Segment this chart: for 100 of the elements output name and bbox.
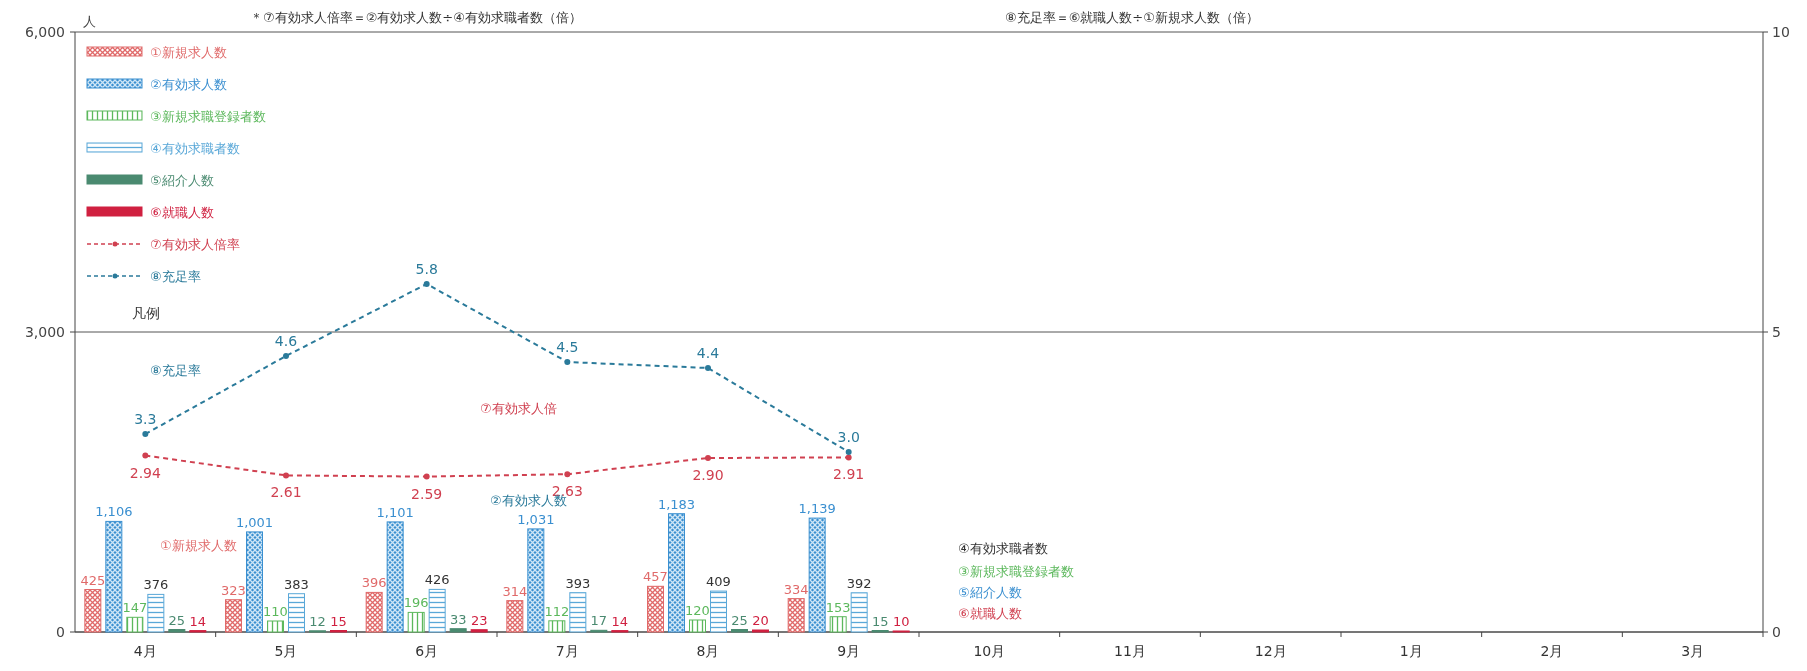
data-label: 457 xyxy=(643,569,668,585)
bar xyxy=(470,629,488,633)
bar xyxy=(365,591,383,633)
y2-tick-label: 0 xyxy=(1772,624,1781,640)
legend-label: ⑤紹介人数 xyxy=(150,173,214,188)
bar xyxy=(84,589,102,633)
data-label: 4.6 xyxy=(274,333,298,349)
point xyxy=(564,471,571,478)
x-tick-label: 12月 xyxy=(1254,643,1287,659)
annotation: ⑤紹介人数 xyxy=(958,585,1022,600)
y2-tick-label: 5 xyxy=(1772,324,1781,340)
text: ⑧充足率＝⑥就職人数÷①新規求人数（倍） xyxy=(1005,10,1259,25)
y-tick-label: 0 xyxy=(56,624,65,640)
data-label: 1,183 xyxy=(657,496,696,512)
y-axis-title: 人 xyxy=(83,14,96,29)
point xyxy=(142,431,149,437)
x-tick-label: 5月 xyxy=(274,643,298,659)
point xyxy=(845,449,852,455)
data-label: 1,001 xyxy=(235,514,274,530)
bar xyxy=(449,628,467,633)
point xyxy=(564,359,571,365)
data-label: 25 xyxy=(168,612,186,628)
bar xyxy=(689,619,706,633)
data-label: 1,106 xyxy=(95,504,133,520)
point xyxy=(845,454,852,461)
point xyxy=(423,281,430,287)
data-label: 33 xyxy=(449,611,467,627)
data-label: 15 xyxy=(330,613,347,629)
data-label: 25 xyxy=(731,612,748,628)
data-label: 20 xyxy=(752,613,769,628)
x-tick-label: 3月 xyxy=(1681,643,1705,659)
data-label: 1,031 xyxy=(517,511,555,527)
data-label: 5.8 xyxy=(415,261,438,277)
data-label: 376 xyxy=(143,577,169,593)
data-label: 383 xyxy=(284,576,309,592)
x-tick-label: 7月 xyxy=(555,643,579,659)
x-tick-label: 1月 xyxy=(1399,643,1423,659)
data-label: 14 xyxy=(189,613,207,629)
point xyxy=(283,353,289,359)
data-label: 314 xyxy=(502,583,528,599)
bar xyxy=(710,590,727,633)
data-label: 12 xyxy=(309,613,326,629)
point xyxy=(142,452,149,459)
point xyxy=(705,365,711,371)
data-label: 196 xyxy=(403,595,429,611)
legend-label: ①新規求人数 xyxy=(150,45,227,60)
legend-label: ⑥就職人数 xyxy=(150,205,214,220)
data-label: 2.59 xyxy=(411,485,443,502)
data-label: 3.0 xyxy=(837,429,860,445)
data-label: 1,139 xyxy=(798,501,836,517)
data-label: 334 xyxy=(783,581,809,597)
data-label: 426 xyxy=(424,572,450,588)
legend-label: ④有効求職者数 xyxy=(150,141,240,156)
annotation: ⑥就職人数 xyxy=(958,606,1022,621)
bar xyxy=(829,616,847,633)
bar xyxy=(752,629,769,633)
x-tick-label: 10月 xyxy=(973,643,1006,659)
data-label: 110 xyxy=(263,604,288,619)
bar xyxy=(647,585,664,633)
bar xyxy=(668,513,685,633)
annotation: ⑧充足率 xyxy=(150,363,201,378)
data-label: 396 xyxy=(361,575,387,591)
annotation: ③新規求職登録者数 xyxy=(958,564,1074,579)
x-tick-label: 4月 xyxy=(133,643,157,659)
bar xyxy=(850,592,868,633)
data-label: 425 xyxy=(80,572,106,588)
text: ＊⑦有効求人倍率＝②有効求人数÷④有効求職者数（倍） xyxy=(250,10,582,25)
legend-label: ③新規求職登録者数 xyxy=(150,109,266,124)
y-tick-label: 6,000 xyxy=(24,24,65,40)
data-label: 112 xyxy=(544,603,570,619)
data-label: 2.90 xyxy=(692,467,724,483)
bar xyxy=(548,620,566,633)
data-label: 323 xyxy=(221,582,246,598)
bar xyxy=(288,593,305,633)
legend-label: ⑧充足率 xyxy=(150,269,201,284)
legend-label: ②有効求人数 xyxy=(150,77,227,92)
bar xyxy=(787,598,805,633)
x-tick-label: 8月 xyxy=(696,643,720,659)
bar xyxy=(386,521,404,633)
data-label: 2.94 xyxy=(129,464,162,481)
data-label: 1,101 xyxy=(376,504,414,520)
data-label: 409 xyxy=(706,574,731,590)
x-tick-label: 6月 xyxy=(415,643,439,659)
point xyxy=(423,473,430,480)
data-label: 3.3 xyxy=(134,411,157,427)
data-label: 23 xyxy=(470,612,488,628)
bar xyxy=(407,611,425,633)
bar xyxy=(168,629,186,633)
data-label: 2.91 xyxy=(833,466,865,483)
data-label: 153 xyxy=(825,599,851,615)
x-tick-label: 11月 xyxy=(1114,643,1146,659)
bar xyxy=(225,599,242,633)
x-tick-label: 2月 xyxy=(1540,643,1564,659)
y-tick-label: 3,000 xyxy=(24,324,65,340)
bar xyxy=(527,528,545,633)
data-label: 14 xyxy=(611,613,629,629)
data-label: 392 xyxy=(846,575,872,591)
legend-title: 凡例 xyxy=(132,305,160,321)
data-label: 4.4 xyxy=(696,345,720,361)
bar xyxy=(808,517,826,633)
